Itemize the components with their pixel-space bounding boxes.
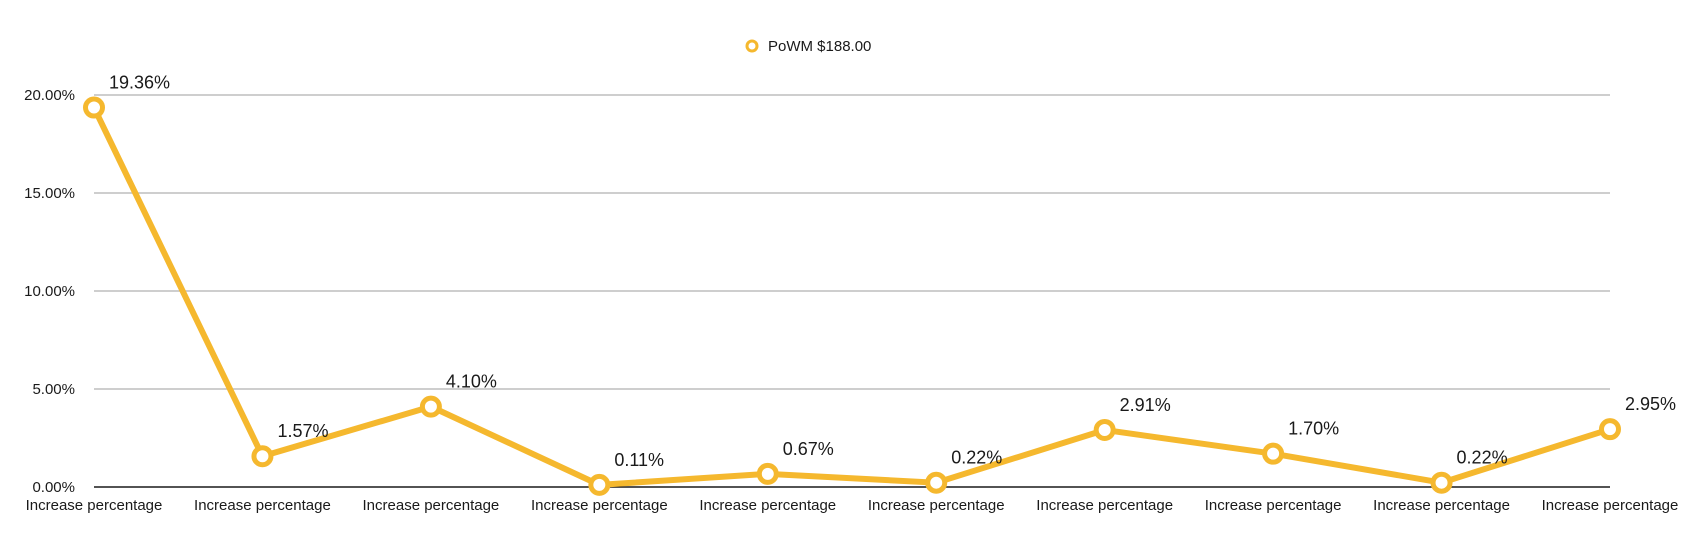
data-label: 1.70% bbox=[1288, 419, 1339, 439]
axes: 0.00% 5.00% 10.00% 15.00% 20.00% Increase per… bbox=[24, 87, 1678, 514]
x-tick-label: Increase percentage bbox=[1373, 497, 1510, 514]
legend-marker-icon bbox=[745, 39, 759, 53]
data-label: 0.22% bbox=[951, 448, 1002, 468]
data-point bbox=[925, 471, 948, 494]
data-point bbox=[756, 462, 779, 485]
gridlines bbox=[94, 94, 1610, 390]
x-tick-label: Increase percentage bbox=[1542, 497, 1679, 514]
data-point bbox=[251, 445, 274, 468]
legend-label: PoWM $188.00 bbox=[768, 38, 871, 55]
data-label: 0.67% bbox=[783, 439, 834, 459]
data-label: 4.10% bbox=[446, 372, 497, 392]
y-tick-label: 15.00% bbox=[24, 185, 75, 202]
data-points bbox=[83, 96, 1621, 496]
data-point bbox=[1262, 442, 1285, 465]
data-label: 0.11% bbox=[614, 450, 664, 470]
x-tick-label: Increase percentage bbox=[868, 497, 1005, 514]
data-point bbox=[83, 96, 105, 119]
data-point bbox=[1093, 418, 1116, 441]
y-tick-label: 20.00% bbox=[24, 87, 75, 104]
x-tick-label: Increase percentage bbox=[26, 497, 163, 514]
data-labels: 19.36% 1.57% 4.10% 0.11% 0.67% 0.22% 2.91% 1.70… bbox=[109, 73, 1676, 470]
data-label: 0.22% bbox=[1457, 448, 1508, 468]
data-point bbox=[588, 473, 611, 496]
data-label: 2.95% bbox=[1625, 394, 1676, 414]
x-tick-label: Increase percentage bbox=[699, 497, 836, 514]
data-point bbox=[419, 395, 442, 418]
legend: PoWM $188.00 bbox=[745, 38, 871, 55]
x-tick-label: Increase percentage bbox=[194, 497, 331, 514]
y-tick-label: 0.00% bbox=[32, 479, 75, 496]
data-point bbox=[1599, 418, 1621, 441]
y-tick-label: 10.00% bbox=[24, 283, 75, 300]
series-lines bbox=[91, 104, 1613, 488]
x-tick-label: Increase percentage bbox=[1205, 497, 1342, 514]
data-label: 19.36% bbox=[109, 73, 170, 93]
data-label: 2.91% bbox=[1120, 395, 1171, 415]
x-tick-label: Increase percentage bbox=[363, 497, 500, 514]
series-line bbox=[91, 104, 1613, 488]
x-tick-label: Increase percentage bbox=[531, 497, 668, 514]
x-tick-label: Increase percentage bbox=[1036, 497, 1173, 514]
data-label: 1.57% bbox=[277, 421, 328, 441]
y-tick-label: 5.00% bbox=[32, 381, 75, 398]
data-point bbox=[1430, 471, 1453, 494]
